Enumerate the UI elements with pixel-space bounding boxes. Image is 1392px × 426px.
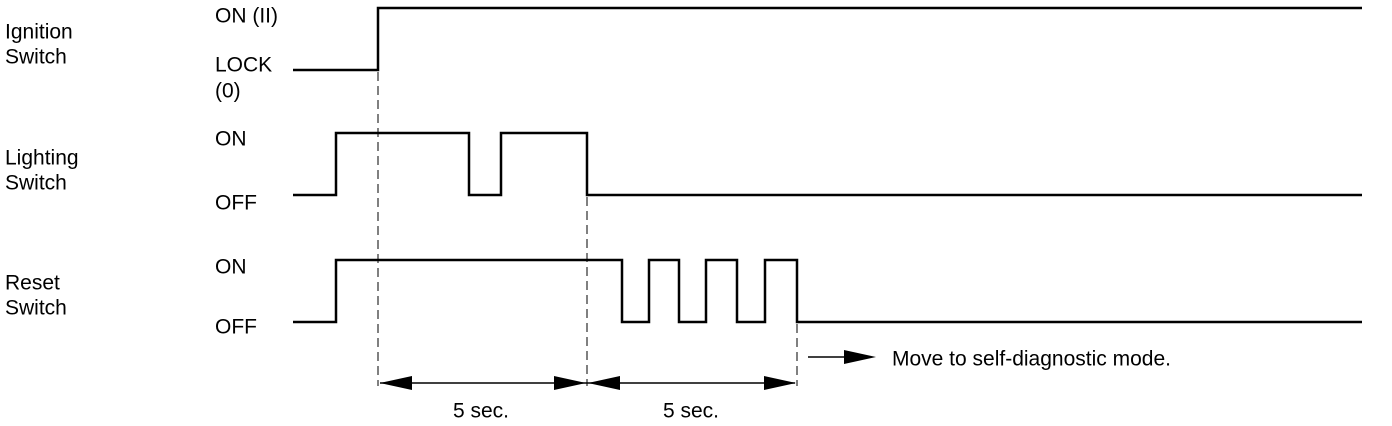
state-label: OFF: [215, 192, 257, 215]
ignition-waveform: [293, 6, 1362, 72]
signal-label: Lighting: [5, 147, 79, 170]
arrowhead: [380, 376, 412, 390]
state-label: LOCK: [215, 54, 272, 77]
note: Move to self-diagnostic mode.: [892, 348, 1171, 371]
interval-label: 5 sec.: [663, 400, 719, 423]
state-label: ON: [215, 128, 247, 151]
signal-label: Switch: [5, 172, 67, 195]
arrowhead: [588, 376, 620, 390]
signal-label: Reset: [5, 272, 60, 295]
state-label: OFF: [215, 316, 257, 339]
state-label: (0): [215, 80, 241, 103]
signal-label: Switch: [5, 297, 67, 320]
arrowhead: [844, 350, 876, 364]
lighting-waveform: [293, 131, 1362, 197]
state-label: ON (II): [215, 5, 278, 28]
arrowhead: [764, 376, 796, 390]
signal-label: Switch: [5, 46, 67, 69]
reset-waveform: [293, 258, 1362, 324]
signal-label: Ignition: [5, 21, 73, 44]
interval-label: 5 sec.: [453, 400, 509, 423]
arrowhead: [554, 376, 586, 390]
state-label: ON: [215, 256, 247, 279]
